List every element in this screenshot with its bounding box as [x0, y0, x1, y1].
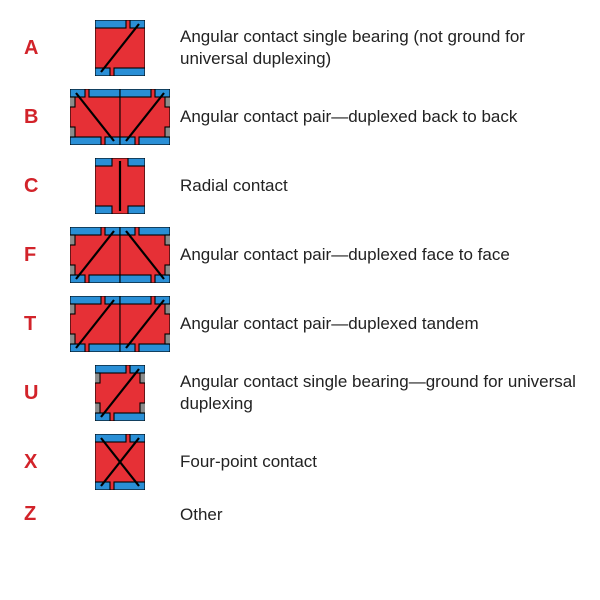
bearing-icon: [60, 434, 180, 490]
bearing-icon: [60, 227, 180, 283]
type-description: Angular contact pair—duplexed tandem: [180, 313, 576, 335]
type-letter: F: [24, 244, 60, 267]
bearing-row: X Four-point contact: [24, 434, 576, 490]
bearing-icon: [60, 296, 180, 352]
type-description: Four-point contact: [180, 451, 576, 473]
bearing-icon: [60, 158, 180, 214]
type-description: Radial contact: [180, 175, 576, 197]
type-description: Angular contact single bearing (not grou…: [180, 26, 576, 70]
type-letter: Z: [24, 503, 60, 526]
bearing-row: F Angular contact pair—duplexed face to f…: [24, 227, 576, 283]
bearing-row: A Angular contact single bearing (not gro…: [24, 20, 576, 76]
type-letter: A: [24, 37, 60, 60]
type-description: Angular contact pair—duplexed back to ba…: [180, 106, 576, 128]
bearing-icon: [60, 89, 180, 145]
type-letter: B: [24, 106, 60, 129]
bearing-icon: [60, 20, 180, 76]
type-description: Other: [180, 504, 576, 526]
type-letter: X: [24, 451, 60, 474]
type-letter: U: [24, 382, 60, 405]
type-description: Angular contact single bearing—ground fo…: [180, 371, 576, 415]
type-description: Angular contact pair—duplexed face to fa…: [180, 244, 576, 266]
bearing-row: B Angular contact pair—duplexed back to b…: [24, 89, 576, 145]
bearing-type-list: A Angular contact single bearing (not gro…: [24, 20, 576, 526]
bearing-icon: [60, 365, 180, 421]
type-letter: C: [24, 175, 60, 198]
bearing-row: T Angular contact pair—duplexed tandem: [24, 296, 576, 352]
bearing-row: C Radial contact: [24, 158, 576, 214]
type-letter: T: [24, 313, 60, 336]
bearing-row: Z Other: [24, 503, 576, 526]
bearing-row: U Angular contact single bearing—ground f…: [24, 365, 576, 421]
